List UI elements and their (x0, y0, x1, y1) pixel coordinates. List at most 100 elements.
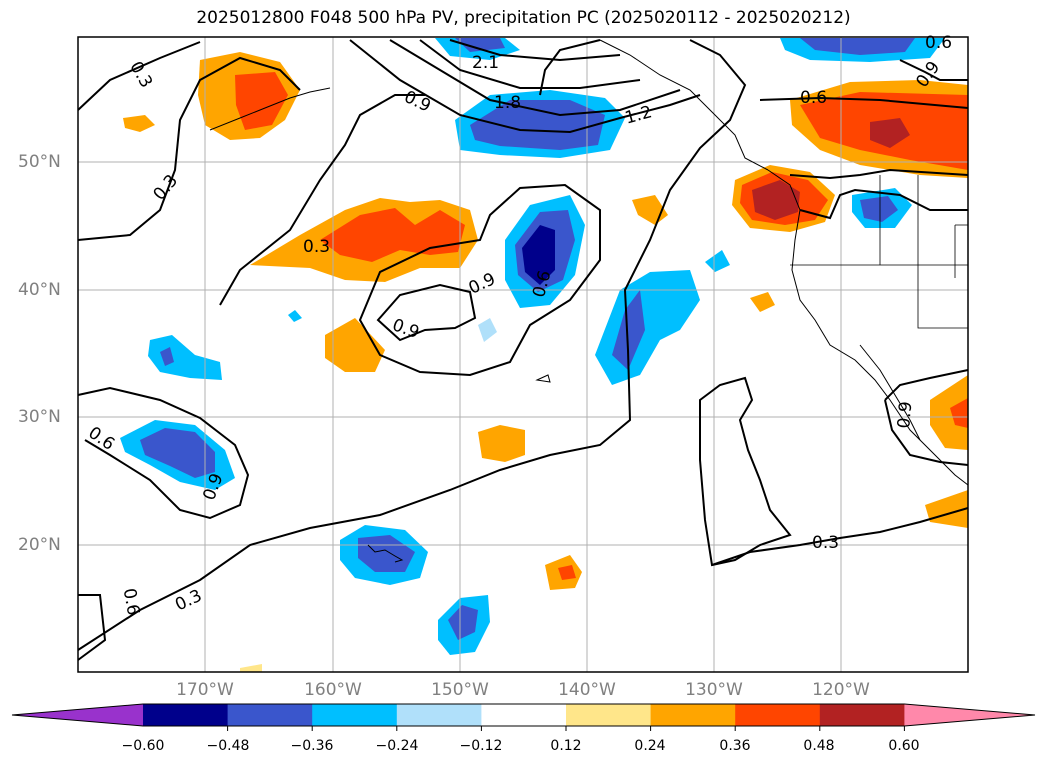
pv-contours (77, 39, 969, 661)
precip-negative-blob (148, 335, 222, 380)
aleutian-islands (209, 87, 331, 131)
precip-negative-blob (595, 270, 700, 385)
precip-positive-blob (123, 115, 155, 132)
contour-label: 0.6 (84, 423, 118, 455)
precip-positive-blob (925, 490, 968, 528)
colorbar-segment (396, 704, 482, 726)
contour-label: 0.9 (401, 87, 434, 117)
pv-contour (77, 594, 107, 661)
colorbar-segment (227, 704, 313, 726)
precip-positive-blob (558, 565, 576, 580)
precip-negative-blob (705, 250, 730, 272)
lon-label-130w: 130°W (685, 680, 743, 700)
precip-positive-blob (240, 664, 262, 672)
pv-contour (389, 39, 681, 117)
pv-contour (419, 39, 641, 89)
baja-california (859, 344, 921, 441)
precip-negative-blob (160, 347, 174, 366)
pv-contour (77, 56, 301, 241)
precip-negative-blob (470, 100, 605, 150)
figure-title: 2025012800 F048 500 hPa PV, precipitatio… (196, 8, 851, 28)
alaska-coast (599, 39, 769, 171)
colorbar-segment (143, 704, 229, 726)
lat-label-20n: 20°N (18, 535, 61, 555)
pv-contour (884, 369, 969, 401)
precip-positive-blob (870, 118, 910, 148)
graticule (78, 37, 968, 672)
state-borders (790, 175, 968, 329)
precip-negative-blob (522, 225, 555, 285)
contour-label: 2.1 (472, 53, 499, 73)
precip-negative-blob (455, 38, 505, 52)
contour-label: 0.3 (149, 171, 182, 205)
pv-contour (77, 386, 250, 520)
lat-label-40n: 40°N (18, 280, 61, 300)
contour-label: 1.2 (623, 102, 654, 128)
pv-contour (77, 39, 747, 651)
pv-contour (884, 399, 969, 466)
colorbar-segment (566, 704, 652, 726)
precip-positive-blob (235, 72, 288, 130)
precip-positive-blob (950, 398, 968, 428)
lat-label-30n: 30°N (18, 407, 61, 427)
pv-contour (799, 188, 968, 220)
hawaii-islands (367, 544, 404, 563)
precip-negative-blob (288, 310, 302, 322)
precip-negative-blob (478, 318, 497, 342)
pv-contour (449, 39, 621, 62)
lon-label-120w: 120°W (812, 680, 870, 700)
pv-contour (219, 94, 425, 306)
colorbar-segment (312, 704, 398, 726)
colorbar-tick-label: −0.24 (375, 738, 419, 754)
colorbar-tick-label: −0.60 (121, 738, 165, 754)
pv-contour (899, 59, 968, 81)
contour-label: 0.9 (894, 401, 916, 430)
precip-negative-blob (612, 290, 645, 370)
colorbar-segment (481, 704, 567, 726)
pv-contour (358, 183, 601, 377)
colorbar (11, 703, 1036, 731)
contour-label: 0.6 (925, 33, 952, 53)
precip-negative-blob (800, 38, 915, 55)
map-canvas: 0.3 0.3 0.3 0.3 0.3 0.6 0.6 0.6 0.6 0.9 … (77, 33, 969, 673)
colorbar-tick-label: −0.12 (459, 738, 503, 754)
pv-contour (539, 39, 601, 96)
colorbar-tick-label: 0.24 (634, 738, 666, 754)
colorbar-tick-label: 0.60 (888, 738, 920, 754)
pv-contour (789, 168, 969, 180)
pv-contour (699, 376, 792, 567)
colorbar-tick-label: −0.36 (290, 738, 334, 754)
pv-contour (77, 41, 201, 111)
contour-label: 1.8 (494, 93, 521, 113)
precip-negative-blob (140, 428, 215, 478)
contour-label: 0.3 (172, 586, 205, 616)
contour-label: 0.3 (125, 58, 156, 91)
colorbar-tick-label: 0.48 (803, 738, 835, 754)
pacific-island (535, 374, 551, 383)
contour-label: 0.9 (390, 315, 422, 343)
precip-negative-blob (448, 605, 478, 640)
lat-label-50n: 50°N (18, 152, 61, 172)
north-america-west-coast (767, 169, 969, 486)
pv-contour (759, 96, 969, 109)
lon-label-160w: 160°W (304, 680, 362, 700)
map-frame (77, 36, 969, 673)
contour-label: 0.3 (303, 237, 330, 257)
colorbar-segment (650, 704, 736, 726)
colorbar-tick-label: −0.48 (206, 738, 250, 754)
colorbar-outline (11, 703, 1036, 727)
precip-positive-blob (752, 180, 800, 220)
contour-label: 0.3 (812, 533, 839, 553)
precip-positive-blob (325, 318, 385, 372)
colorbar-extension-min (12, 704, 143, 726)
precip-positive-blob (930, 375, 968, 450)
precip-negative-blob (358, 535, 415, 572)
colorbar-segment (819, 704, 905, 726)
colorbar-segment (735, 704, 821, 726)
lon-label-150w: 150°W (431, 680, 489, 700)
colorbar-tick-label: 0.36 (719, 738, 751, 754)
lon-label-140w: 140°W (558, 680, 616, 700)
pv-contour (711, 507, 969, 566)
coastlines (209, 39, 969, 563)
colorbar-tick-label: 0.12 (550, 738, 582, 754)
